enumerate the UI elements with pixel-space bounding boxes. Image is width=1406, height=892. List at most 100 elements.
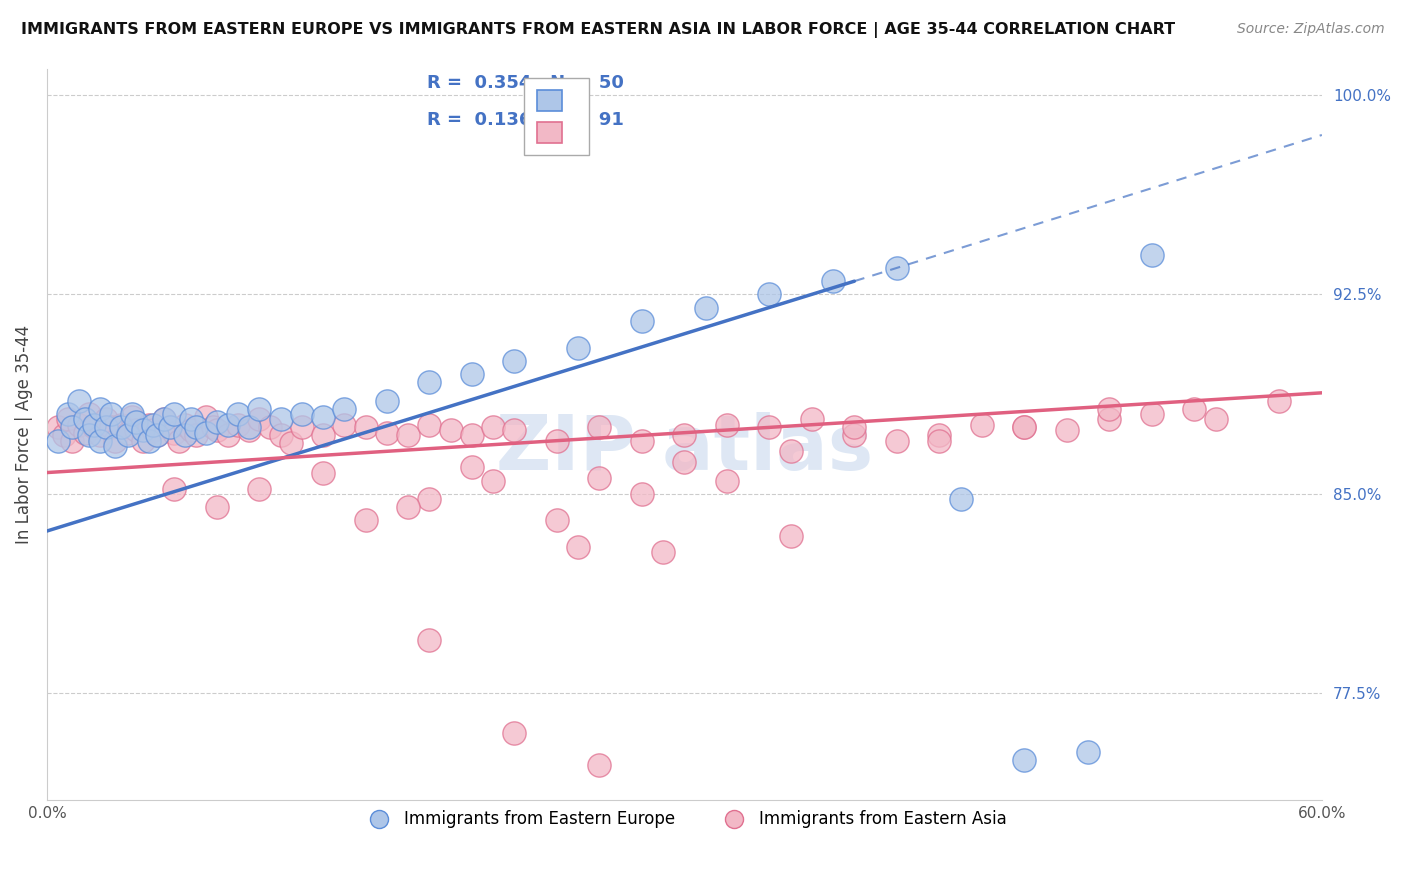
Point [461, 428, 484, 442]
Point [844, 428, 866, 442]
Point [131, 423, 153, 437]
Point [89, 434, 111, 448]
Point [588, 471, 610, 485]
Point [1182, 401, 1205, 416]
Point [482, 474, 505, 488]
Point [146, 428, 169, 442]
Point [110, 417, 132, 432]
Point [418, 633, 440, 648]
Point [159, 420, 181, 434]
Point [418, 492, 440, 507]
Point [1014, 753, 1036, 767]
Point [716, 474, 738, 488]
Point [163, 407, 186, 421]
Point [270, 412, 292, 426]
Point [184, 420, 207, 434]
Point [886, 260, 908, 275]
Point [779, 529, 801, 543]
Point [75, 412, 97, 426]
Point [758, 420, 780, 434]
Point [588, 420, 610, 434]
Point [142, 423, 165, 437]
Point [96, 412, 118, 426]
Point [217, 417, 239, 432]
Point [247, 401, 270, 416]
Point [83, 420, 105, 434]
Text: R =  0.354   N =  50: R = 0.354 N = 50 [427, 74, 624, 93]
Point [375, 425, 398, 440]
Point [56, 407, 79, 421]
Point [138, 417, 160, 432]
Point [673, 428, 696, 442]
Point [125, 415, 148, 429]
Point [970, 417, 993, 432]
Text: Source: ZipAtlas.com: Source: ZipAtlas.com [1237, 22, 1385, 37]
Point [205, 415, 228, 429]
Point [291, 420, 314, 434]
Point [631, 487, 654, 501]
Point [886, 434, 908, 448]
Y-axis label: In Labor Force | Age 35-44: In Labor Force | Age 35-44 [15, 325, 32, 543]
Point [673, 455, 696, 469]
Point [354, 420, 377, 434]
Point [247, 482, 270, 496]
Point [180, 412, 202, 426]
Point [1014, 420, 1036, 434]
Point [96, 420, 118, 434]
Point [167, 434, 190, 448]
Point [1140, 247, 1163, 261]
Point [89, 428, 111, 442]
Text: R =  0.136   N =  91: R = 0.136 N = 91 [427, 111, 624, 129]
Point [270, 428, 292, 442]
Point [238, 420, 260, 434]
Point [226, 417, 249, 432]
Point [174, 428, 197, 442]
Point [110, 420, 132, 434]
Point [52, 428, 75, 442]
Point [121, 409, 143, 424]
Point [195, 409, 218, 424]
Point [567, 540, 589, 554]
Point [60, 434, 83, 448]
Point [46, 434, 69, 448]
Point [163, 482, 186, 496]
Point [949, 492, 972, 507]
Point [418, 375, 440, 389]
Point [131, 434, 153, 448]
Point [758, 287, 780, 301]
Point [205, 500, 228, 515]
Point [121, 407, 143, 421]
Point [152, 412, 174, 426]
Point [312, 466, 335, 480]
Point [205, 423, 228, 437]
Point [238, 423, 260, 437]
Point [1056, 423, 1078, 437]
Point [67, 393, 90, 408]
Point [716, 417, 738, 432]
Point [1098, 401, 1121, 416]
Point [117, 425, 139, 440]
Point [503, 423, 526, 437]
Legend: Immigrants from Eastern Europe, Immigrants from Eastern Asia: Immigrants from Eastern Europe, Immigran… [356, 804, 1012, 835]
Point [588, 758, 610, 772]
Point [800, 412, 823, 426]
Text: IMMIGRANTS FROM EASTERN EUROPE VS IMMIGRANTS FROM EASTERN ASIA IN LABOR FORCE | : IMMIGRANTS FROM EASTERN EUROPE VS IMMIGR… [21, 22, 1175, 38]
Point [503, 726, 526, 740]
Point [152, 412, 174, 426]
Point [844, 420, 866, 434]
Point [104, 439, 127, 453]
Point [247, 412, 270, 426]
Point [163, 425, 186, 440]
Point [226, 407, 249, 421]
Point [180, 423, 202, 437]
Point [418, 417, 440, 432]
Point [823, 274, 845, 288]
Point [195, 425, 218, 440]
Point [104, 434, 127, 448]
Point [652, 545, 675, 559]
Point [138, 434, 160, 448]
Point [117, 428, 139, 442]
Point [46, 420, 69, 434]
Point [83, 417, 105, 432]
Point [89, 401, 111, 416]
